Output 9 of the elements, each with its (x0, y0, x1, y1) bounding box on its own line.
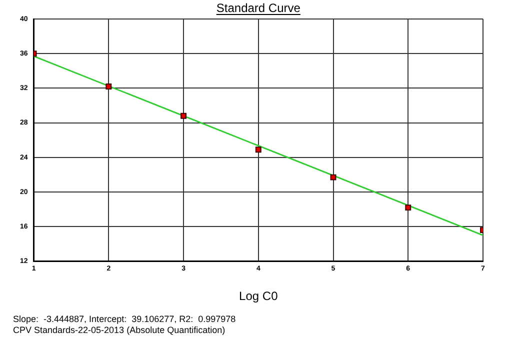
text: CPV Standards-22-05-2013 (Absolute Quantification) (13, 325, 226, 335)
text: Slope: -3.444887, Intercept: 39.106277, R2: 0.997978 (13, 314, 236, 324)
point (255, 146, 262, 153)
point (106, 83, 112, 90)
point (405, 204, 412, 211)
point (180, 112, 186, 119)
x-axis-title: Log C0 (239, 289, 278, 304)
point (330, 174, 336, 180)
chart-title: Standard Curve (216, 1, 301, 15)
